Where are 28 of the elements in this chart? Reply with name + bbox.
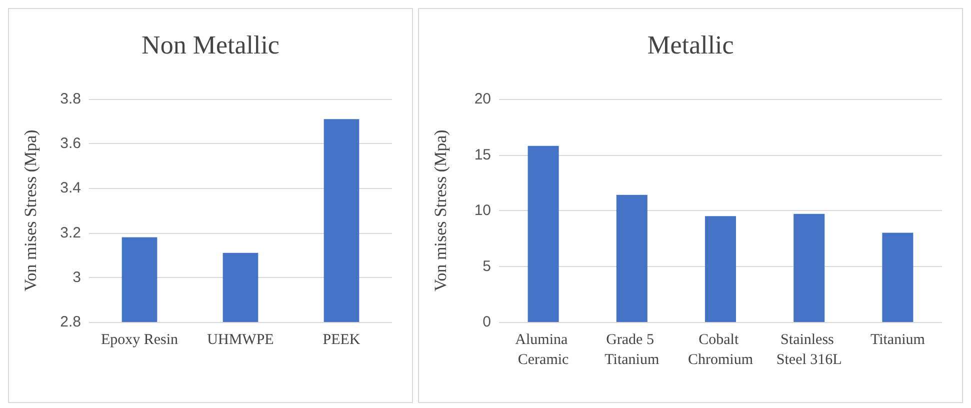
y-tick-label: 3.6 [60, 135, 81, 152]
y-tick-label: 3.4 [60, 180, 81, 197]
y-tick-label: 20 [474, 90, 491, 108]
x-tick-label: Cobalt Chromium [688, 332, 754, 368]
bar [794, 214, 825, 322]
y-axis-title: Von mises Stress (Mpa) [21, 130, 40, 292]
y-tick-label: 3.2 [60, 224, 81, 242]
y-tick-label: 3 [72, 268, 81, 286]
x-tick-label: Epoxy Resin [100, 332, 179, 348]
y-tick-label: 15 [474, 146, 491, 164]
chart-title: Non Metallic [142, 30, 280, 60]
y-tick-label: 0 [482, 314, 491, 330]
bar [704, 216, 736, 322]
chart-title: Metallic [647, 30, 734, 60]
x-tick-label: UHMWPE [207, 332, 274, 348]
x-tick-label: Titanium [870, 332, 926, 348]
y-tick-label: 2.8 [60, 314, 81, 330]
x-tick-label: Grade 5 Titanium [604, 332, 660, 368]
bar [528, 146, 559, 322]
y-tick-label: 5 [482, 258, 491, 275]
x-tick-label: Stainless Steel 316L [776, 332, 842, 368]
x-tick-label: Alumina Ceramic [515, 332, 572, 368]
bar [882, 232, 914, 322]
bar [616, 194, 648, 322]
x-tick-label: PEEK [322, 332, 360, 348]
y-axis-title: Von mises Stress (Mpa) [431, 130, 450, 292]
y-tick-label: 10 [474, 202, 491, 219]
y-tick-label: 3.8 [60, 90, 81, 108]
